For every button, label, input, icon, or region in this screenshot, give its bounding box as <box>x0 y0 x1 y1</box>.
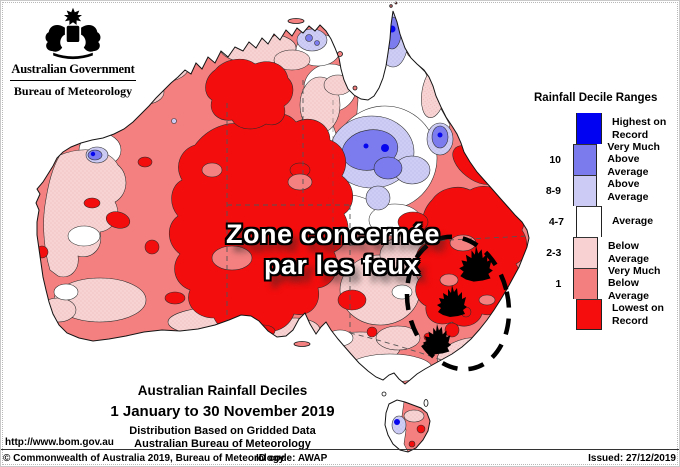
legend-row: 2-3 Below Average <box>520 237 678 268</box>
legend-title: Rainfall Decile Ranges <box>534 92 658 104</box>
legend-row: Highest on Record <box>520 113 678 144</box>
copyright-text: © Commonwealth of Australia 2019, Bureau… <box>3 453 285 464</box>
header-divider <box>10 80 136 81</box>
legend-swatch <box>573 237 598 268</box>
legend-label: Lowest on Record <box>612 302 664 327</box>
islands <box>287 1 429 407</box>
fire-zone-annotation-line2: par les feux <box>263 250 421 280</box>
legend-swatch <box>573 175 598 206</box>
map-period: 1 January to 30 November 2019 <box>110 403 335 420</box>
map-caption: Australian Rainfall Deciles 1 January to… <box>75 383 370 451</box>
fire-zone-dashed-outline <box>404 234 512 372</box>
map-note-agency: Australian Bureau of Meteorology <box>134 438 311 450</box>
legend-decile: 4-7 <box>548 215 564 228</box>
legend-row: 1 Very Much Below Average <box>520 265 678 302</box>
bom-url: http://www.bom.gov.au <box>5 437 114 448</box>
map-title: Australian Rainfall Deciles <box>137 383 308 398</box>
legend-label: Very Much Below Average <box>607 264 661 302</box>
legend-label: Average <box>612 215 654 228</box>
legend-swatch <box>576 206 602 237</box>
legend-swatch <box>573 268 598 299</box>
legend-row: 4-7 Average <box>520 206 678 237</box>
legend-label: Below Average <box>607 240 649 265</box>
legend-decile: 8-9 <box>545 184 562 197</box>
map-note-data-source: Distribution Based on Gridded Data <box>129 425 316 437</box>
legend-row: Lowest on Record <box>520 299 678 330</box>
legend-swatch <box>573 144 598 175</box>
id-code: ID code: AWAP <box>256 453 328 464</box>
legend-row: 8-9 Above Average <box>520 175 678 206</box>
legend-label: Very Much Above Average <box>607 140 660 178</box>
bom-header: Australian Government Bureau of Meteorol… <box>8 6 138 99</box>
fire-zone-annotation-line1: Zone concernée <box>225 219 441 249</box>
rainfall-decile-legend: Rainfall Decile Ranges Highest on Record… <box>520 92 678 330</box>
legend-swatch <box>576 299 602 330</box>
legend-label: Above Average <box>607 178 649 203</box>
legend-label: Highest on Record <box>612 116 667 141</box>
issued-date: Issued: 27/12/2019 <box>588 453 676 464</box>
legend-decile: 2-3 <box>546 246 562 259</box>
government-title: Australian Government <box>11 62 135 76</box>
australian-coat-of-arms-icon <box>45 7 101 60</box>
agency-title: Bureau of Meteorology <box>13 84 133 98</box>
legend-swatch <box>576 113 602 144</box>
state-borders <box>226 80 529 363</box>
legend-decile: 10 <box>549 153 562 166</box>
legend-row: 10 Very Much Above Average <box>520 141 678 178</box>
legend-decile: 1 <box>555 277 562 290</box>
tasmania-coastline <box>384 399 431 453</box>
footer-divider <box>0 449 680 450</box>
mainland-coastline <box>35 10 530 385</box>
